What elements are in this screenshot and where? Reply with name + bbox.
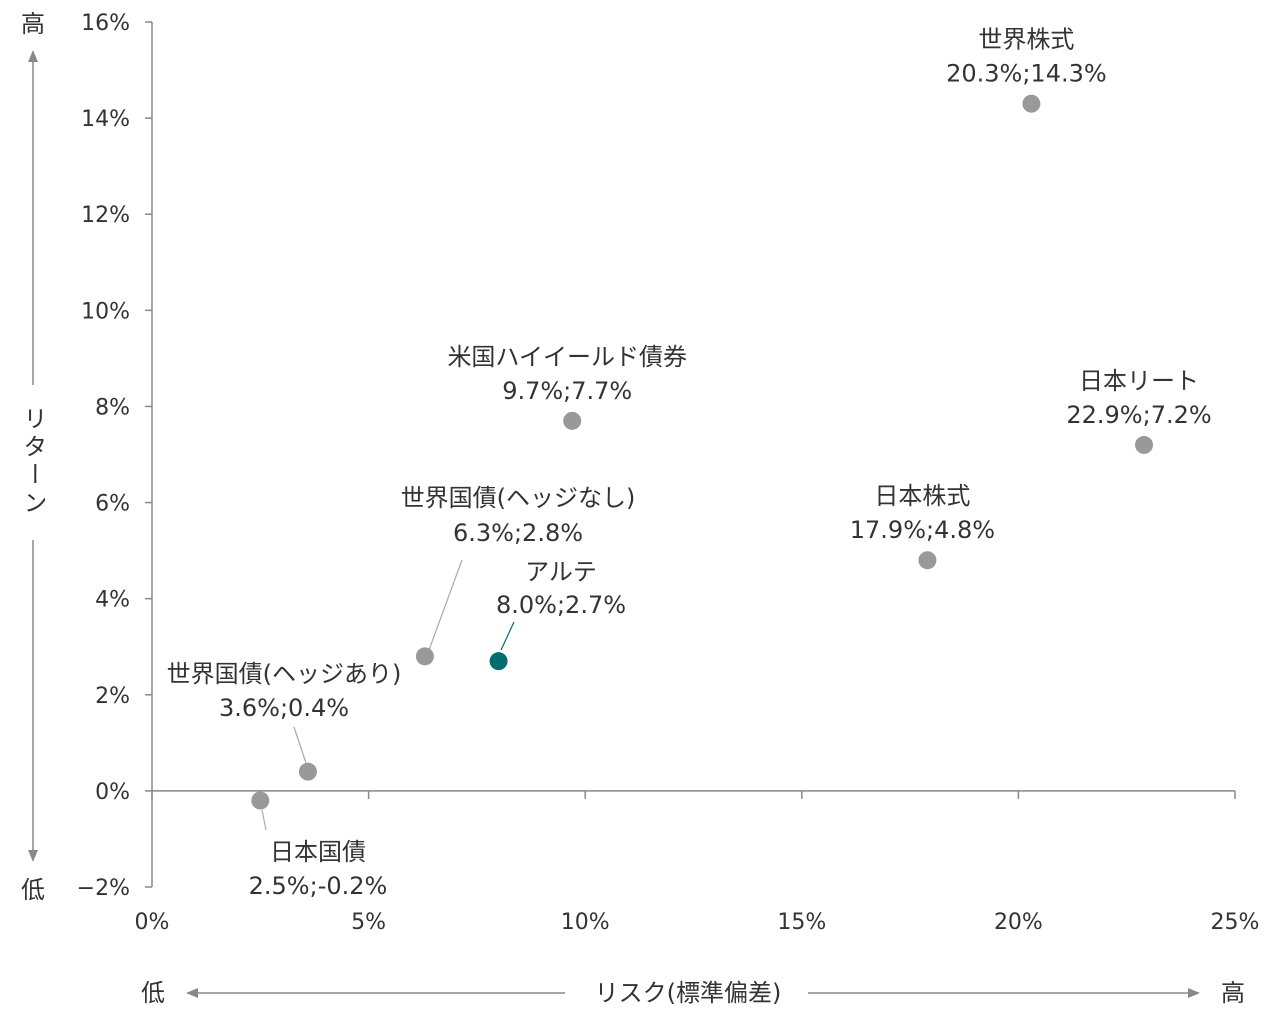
- y-tick-label: 0%: [95, 780, 130, 805]
- data-point: [489, 652, 508, 671]
- data-point: [1022, 94, 1041, 113]
- x-high-label: 高: [1221, 979, 1245, 1007]
- data-point: [298, 762, 317, 781]
- point-value-label: 2.5%;-0.2%: [249, 872, 388, 900]
- y-tick-label: 12%: [81, 203, 130, 228]
- y-axis-title: リターン: [19, 406, 47, 518]
- point-name-label: 世界国債(ヘッジなし): [401, 484, 636, 512]
- y-tick-label: 4%: [95, 588, 130, 613]
- point-value-label: 20.3%;14.3%: [946, 60, 1107, 88]
- y-tick-label: 6%: [95, 492, 130, 517]
- y-tick-label: 8%: [95, 395, 130, 420]
- point-name-label: 日本国債: [270, 838, 366, 866]
- leader-lines: [261, 559, 515, 831]
- x-tick-label: 20%: [994, 910, 1043, 935]
- data-point: [251, 791, 270, 810]
- data-point: [918, 551, 937, 570]
- leader-line: [500, 621, 515, 651]
- point-value-label: 6.3%;2.8%: [453, 519, 583, 547]
- x-tick-label: 0%: [135, 910, 170, 935]
- y-direction-indicator: 高 リターン 低: [19, 10, 47, 904]
- point-value-label: 22.9%;7.2%: [1066, 401, 1211, 429]
- y-tick-label: −2%: [77, 876, 130, 901]
- data-point: [415, 647, 434, 666]
- arrow-left-icon: [186, 988, 198, 998]
- y-tick-label: 2%: [95, 684, 130, 709]
- arrow-up-icon: [28, 50, 38, 62]
- point-value-label: 17.9%;4.8%: [850, 516, 995, 544]
- point-labels: 世界株式 20.3%;14.3% 米国ハイイールド債券 9.7%;7.7% 日本リート 2…: [167, 26, 1212, 900]
- y-tick-label: 14%: [81, 107, 130, 132]
- x-tick-label: 25%: [1211, 910, 1260, 935]
- leader-line: [428, 559, 463, 651]
- x-tick-label: 5%: [351, 910, 386, 935]
- point-value-label: 8.0%;2.7%: [496, 591, 626, 619]
- point-value-label: 9.7%;7.7%: [502, 377, 632, 405]
- x-axis-title: リスク(標準偏差): [595, 979, 782, 1007]
- y-tick-labels: −2% 0% 2% 4% 6% 8% 10% 12% 14% 16%: [77, 11, 152, 901]
- y-high-label: 高: [21, 10, 45, 38]
- leader-line: [293, 726, 307, 764]
- data-point: [1135, 435, 1154, 454]
- point-name-label: アルテ: [525, 558, 597, 586]
- leader-line: [261, 809, 267, 831]
- point-name-label: 米国ハイイールド債券: [447, 343, 687, 371]
- x-tick-label: 10%: [561, 910, 610, 935]
- data-point: [563, 411, 582, 430]
- x-tick-label: 15%: [777, 910, 826, 935]
- x-low-label: 低: [141, 979, 165, 1007]
- y-low-label: 低: [21, 876, 45, 904]
- point-name-label: 世界株式: [978, 26, 1074, 54]
- axes: [151, 22, 1235, 887]
- x-direction-indicator: 低 リスク(標準偏差) 高: [141, 979, 1245, 1007]
- arrow-down-icon: [28, 850, 38, 862]
- y-tick-label: 16%: [81, 11, 130, 36]
- arrow-right-icon: [1188, 988, 1200, 998]
- x-tick-labels: 0% 5% 10% 15% 20% 25%: [135, 790, 1260, 935]
- point-name-label: 日本リート: [1079, 367, 1199, 395]
- point-name-label: 日本株式: [874, 482, 970, 510]
- point-name-label: 世界国債(ヘッジあり): [167, 660, 402, 688]
- data-points: [251, 94, 1154, 810]
- y-tick-label: 10%: [81, 299, 130, 324]
- point-value-label: 3.6%;0.4%: [219, 694, 349, 722]
